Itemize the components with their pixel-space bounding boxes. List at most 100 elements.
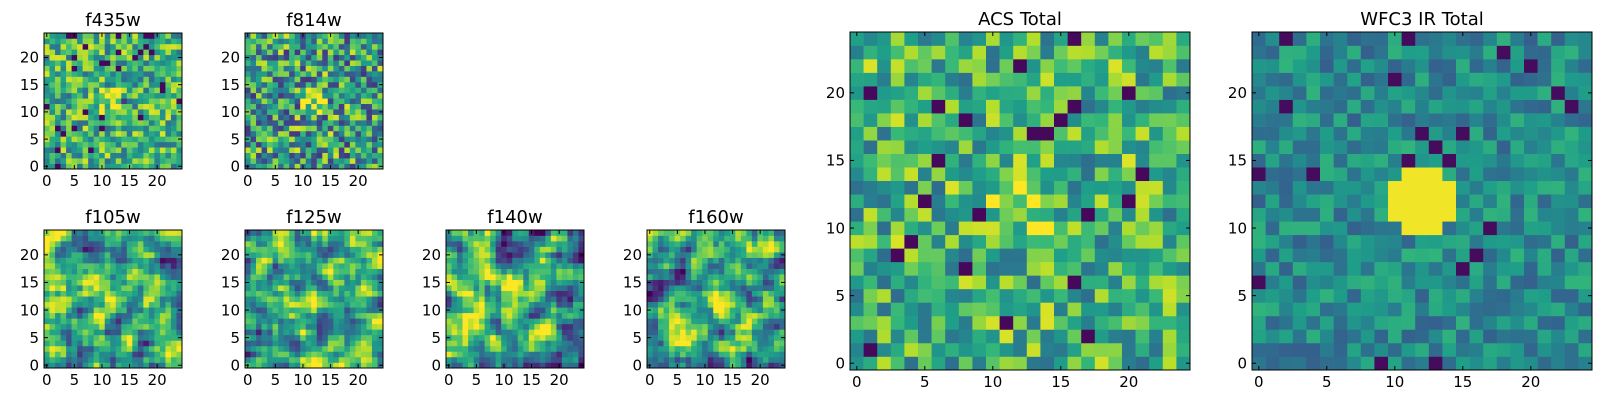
heatmap-cell — [735, 279, 742, 286]
heatmap-cell — [311, 312, 318, 319]
heatmap-cell — [250, 285, 257, 292]
heatmap-cell — [501, 312, 508, 319]
heatmap-cell — [572, 312, 579, 319]
heatmap-cell — [44, 290, 50, 297]
heatmap-cell — [1265, 275, 1280, 290]
heatmap-cell — [77, 76, 83, 83]
heatmap-cell — [49, 263, 56, 269]
heatmap-cell — [66, 38, 72, 45]
heatmap-cell — [132, 130, 139, 137]
heatmap-cell — [360, 274, 367, 280]
heatmap-cell — [305, 329, 312, 336]
heatmap-cell — [850, 356, 864, 371]
heatmap-cell — [556, 268, 563, 275]
heatmap-cell — [371, 33, 378, 39]
heatmap-cell — [148, 98, 155, 105]
heatmap-cell — [702, 334, 709, 341]
heatmap-cell — [768, 329, 775, 336]
heatmap-cell — [371, 230, 378, 236]
heatmap-cell — [93, 252, 100, 258]
heatmap-cell — [77, 246, 83, 253]
heatmap-cell — [550, 301, 557, 308]
heatmap-cell — [751, 296, 758, 303]
heatmap-cell — [278, 290, 284, 297]
heatmap-cell — [1496, 315, 1511, 330]
heatmap-cell — [446, 290, 452, 297]
heatmap-cell — [691, 252, 697, 258]
heatmap-cell — [501, 252, 508, 258]
heatmap-cell — [165, 257, 172, 264]
heatmap-cell — [137, 147, 144, 153]
heatmap-cell — [278, 301, 284, 308]
heatmap-cell — [768, 246, 775, 253]
heatmap-cell — [534, 274, 541, 280]
heatmap-cell — [512, 329, 519, 336]
heatmap-cell — [99, 87, 106, 94]
heatmap-cell — [289, 43, 295, 50]
heatmap-cell — [468, 301, 474, 308]
heatmap-cell — [338, 323, 345, 330]
heatmap-cell — [44, 103, 50, 110]
heatmap-cell — [762, 241, 769, 247]
heatmap-cell — [1176, 315, 1191, 330]
heatmap-cell — [904, 126, 919, 141]
heatmap-cell — [578, 356, 585, 363]
heatmap-cell — [484, 345, 491, 352]
heatmap-cell — [316, 345, 323, 352]
heatmap-cell — [457, 290, 463, 297]
heatmap-cell — [371, 92, 378, 99]
heatmap-cell — [1067, 234, 1082, 249]
heatmap-cell — [305, 71, 312, 77]
heatmap-cell — [322, 92, 329, 99]
heatmap-cell — [1067, 180, 1082, 195]
plot-frame — [244, 229, 384, 369]
heatmap-cell — [567, 252, 574, 258]
heatmap-cell — [1510, 207, 1525, 222]
heatmap-cell — [159, 152, 166, 159]
heatmap-cell — [958, 275, 973, 290]
heatmap-cell — [495, 246, 502, 253]
heatmap-cell — [523, 312, 530, 319]
heatmap-cell — [986, 315, 1000, 330]
heatmap-cell — [473, 307, 480, 314]
heatmap-cell — [1122, 207, 1136, 222]
y-tick-label: 20 — [20, 49, 39, 67]
heatmap-cell — [768, 230, 775, 236]
heatmap-cell — [1551, 167, 1566, 182]
heatmap-cell — [484, 340, 491, 347]
heatmap-cell — [261, 141, 268, 148]
heatmap-cell — [148, 235, 155, 242]
heatmap-cell — [272, 125, 279, 132]
heatmap-cell — [377, 49, 384, 56]
heatmap-cell — [669, 301, 675, 308]
heatmap-cell — [371, 158, 378, 164]
heatmap-cell — [327, 81, 334, 88]
heatmap-cell — [696, 362, 703, 369]
heatmap-cell — [545, 252, 552, 258]
heatmap-cell — [143, 141, 150, 148]
heatmap-cell — [261, 323, 268, 330]
heatmap-cell — [1040, 59, 1055, 73]
heatmap-cell — [154, 279, 161, 286]
heatmap-cell — [289, 103, 295, 110]
heatmap-cell — [132, 263, 139, 269]
heatmap-cell — [729, 235, 736, 242]
heatmap-cell — [371, 312, 378, 319]
heatmap-cell — [945, 153, 960, 168]
heatmap-cell — [850, 72, 864, 87]
heatmap-cell — [1320, 167, 1334, 182]
heatmap-cell — [1456, 207, 1470, 222]
heatmap-cell — [1483, 302, 1498, 317]
heatmap-cell — [1360, 275, 1375, 290]
heatmap-cell — [779, 241, 786, 247]
heatmap-cell — [746, 230, 753, 236]
heatmap-cell — [567, 268, 574, 275]
heatmap-cell — [55, 241, 61, 247]
heatmap-cell — [1149, 234, 1164, 249]
heatmap-cell — [99, 318, 106, 325]
x-tick-label: 0 — [243, 172, 253, 190]
heatmap-cell — [1122, 356, 1136, 371]
heatmap-cell — [148, 274, 155, 280]
heatmap-cell — [176, 241, 183, 247]
heatmap-cell — [132, 268, 139, 275]
